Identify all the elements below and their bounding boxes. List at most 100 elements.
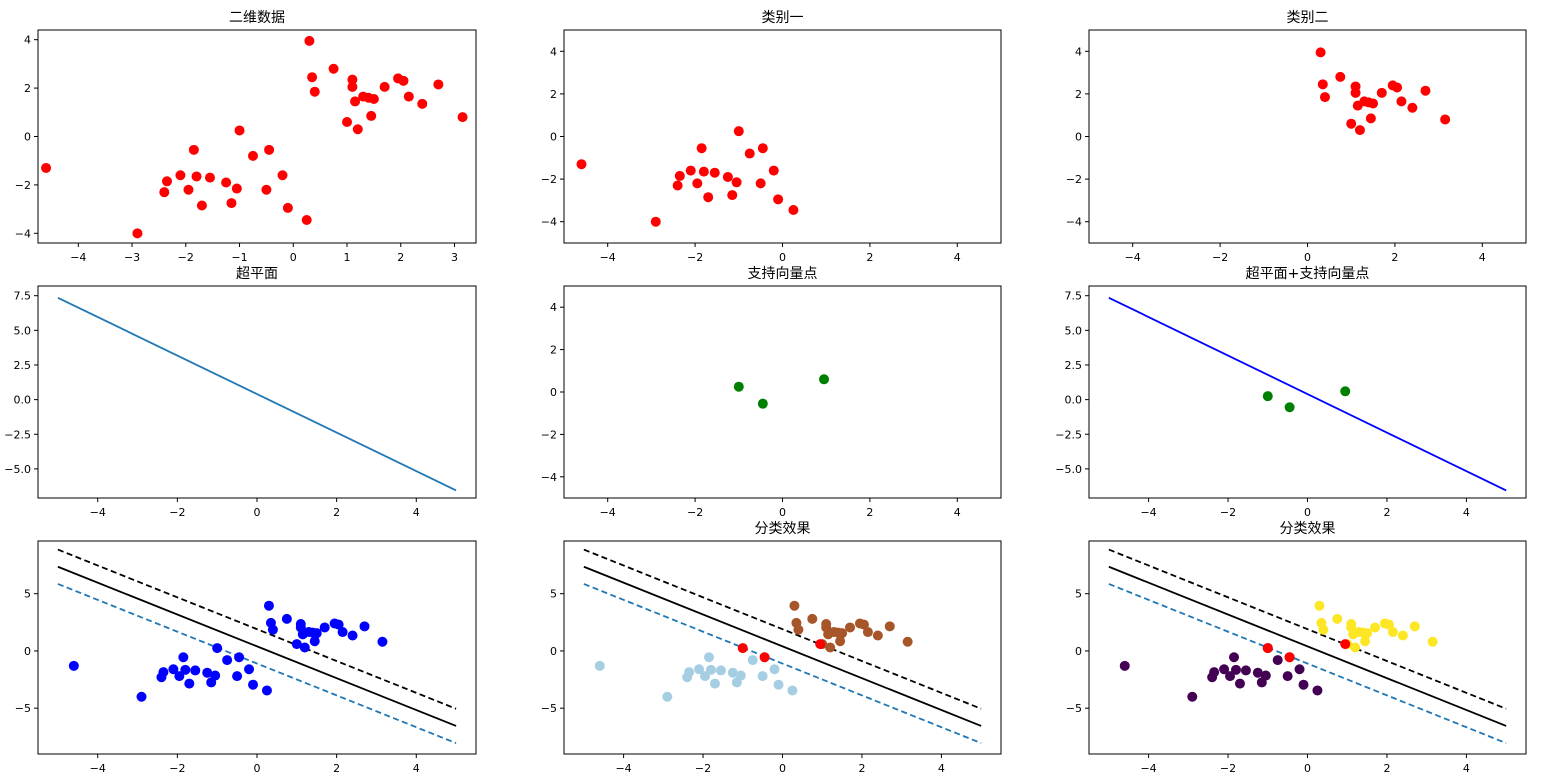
data-point: [264, 144, 275, 155]
x-tick-label: −2: [178, 251, 194, 264]
class2-point: [1318, 624, 1329, 635]
data-point: [168, 664, 179, 675]
support-vector-point: [815, 639, 826, 650]
subplot-title: 分类效果: [1280, 521, 1336, 537]
y-tick-label: 4: [24, 34, 31, 47]
x-tick-label: 0: [779, 506, 786, 519]
lower-margin-line: [57, 583, 457, 744]
data-point: [768, 165, 779, 176]
y-tick-label: 5.0: [14, 324, 32, 337]
plot-area: [57, 548, 457, 744]
class1-point: [1252, 667, 1263, 678]
data-point: [722, 171, 733, 182]
hyperplane-line: [57, 565, 457, 727]
data-point: [247, 150, 258, 161]
data-point: [398, 75, 409, 86]
y-tick-label: −4: [541, 216, 557, 229]
y-tick-label: 2.5: [14, 359, 32, 372]
class2-point: [789, 600, 800, 611]
lower-margin-line: [1108, 583, 1507, 744]
subplot-6: −4 −2 0 2 4 −5.0 −2.5 0.0 2.5 5.0 7.5 超平面+支持向量点: [1055, 266, 1527, 519]
x-tick-label: −4: [1140, 506, 1156, 519]
data-point: [377, 636, 388, 647]
class2-point: [845, 622, 856, 633]
axes-frame: [1088, 540, 1527, 755]
y-tick-label: 4: [1075, 45, 1082, 58]
x-tick-label: −4: [90, 506, 106, 519]
class2-point: [862, 627, 873, 638]
subplot-title: 超平面+支持向量点: [1246, 266, 1370, 282]
class2-point: [902, 636, 913, 647]
support-vector-point: [1340, 639, 1351, 650]
class2-point: [858, 619, 869, 630]
y-tick-label: 2: [550, 88, 557, 101]
subplot-3: −4 −2 0 2 4 −4 −2 0 2 4 类别二: [1066, 10, 1527, 264]
class1-point: [1272, 655, 1283, 666]
y-tick-label: 0: [24, 131, 31, 144]
x-tick-label: 0: [779, 762, 786, 775]
axes-frame: [563, 29, 1002, 244]
y-tick-label: −5.0: [1055, 463, 1082, 476]
class1-point: [1312, 685, 1323, 696]
axes-frame: [37, 285, 477, 499]
class1-point: [1219, 664, 1230, 675]
axes-frame: [563, 540, 1002, 755]
class1-point: [727, 667, 738, 678]
data-point: [191, 171, 202, 182]
y-tick-label: −2.5: [4, 428, 31, 441]
y-tick-label: 0: [1075, 645, 1082, 658]
data-point: [733, 126, 744, 137]
data-point: [196, 200, 207, 211]
class1-point: [1229, 652, 1240, 663]
class1-point: [1209, 667, 1220, 678]
plot-area: [57, 296, 457, 492]
data-point: [347, 81, 358, 92]
data-point: [1368, 98, 1379, 109]
plot-area: [583, 548, 982, 744]
y-tick-label: −2: [1066, 173, 1082, 186]
data-point: [204, 172, 215, 183]
x-tick-label: −2: [169, 506, 185, 519]
plot-area: [1315, 47, 1451, 136]
y-tick-label: −2: [541, 173, 557, 186]
x-tick-label: 4: [1463, 762, 1470, 775]
data-point: [350, 96, 361, 107]
y-tick-label: −5: [15, 702, 31, 715]
subplot-title: 支持向量点: [748, 266, 818, 282]
y-tick-label: 2: [1075, 88, 1082, 101]
data-point: [222, 655, 233, 666]
x-tick-label: −3: [124, 251, 140, 264]
class2-point: [1332, 613, 1343, 624]
data-point: [709, 167, 720, 178]
class1-point: [684, 667, 695, 678]
class1-point: [1119, 660, 1130, 671]
lower-margin-line: [583, 583, 982, 744]
class2-point: [825, 642, 836, 653]
axes-frame: [1088, 29, 1527, 244]
support-vector-point: [1340, 386, 1351, 397]
y-tick-label: −2: [541, 428, 557, 441]
data-point: [301, 215, 312, 226]
x-tick-label: −2: [1220, 506, 1236, 519]
x-tick-label: −1: [231, 251, 247, 264]
x-tick-label: 0: [1304, 506, 1311, 519]
x-tick-label: −4: [1125, 251, 1141, 264]
class1-point: [1260, 670, 1271, 681]
class1-point: [735, 670, 746, 681]
y-tick-label: −5.0: [4, 463, 31, 476]
data-point: [352, 124, 363, 135]
x-tick-label: 2: [858, 762, 865, 775]
x-tick-label: 4: [954, 251, 961, 264]
x-tick-label: −4: [90, 762, 106, 775]
subplot-2: −4 −2 0 2 4 −4 −2 0 2 4 类别一: [541, 10, 1002, 264]
data-point: [291, 639, 302, 650]
subplot-9: −4 −2 0 2 4 −5 0 5 分类效果: [1066, 521, 1527, 775]
data-point: [788, 204, 799, 215]
x-tick-label: −2: [169, 762, 185, 775]
class2-point: [837, 628, 848, 639]
y-tick-label: 5: [24, 588, 31, 601]
data-point: [417, 98, 428, 109]
data-point: [234, 652, 245, 663]
y-tick-label: 0: [24, 645, 31, 658]
data-point: [263, 600, 274, 611]
